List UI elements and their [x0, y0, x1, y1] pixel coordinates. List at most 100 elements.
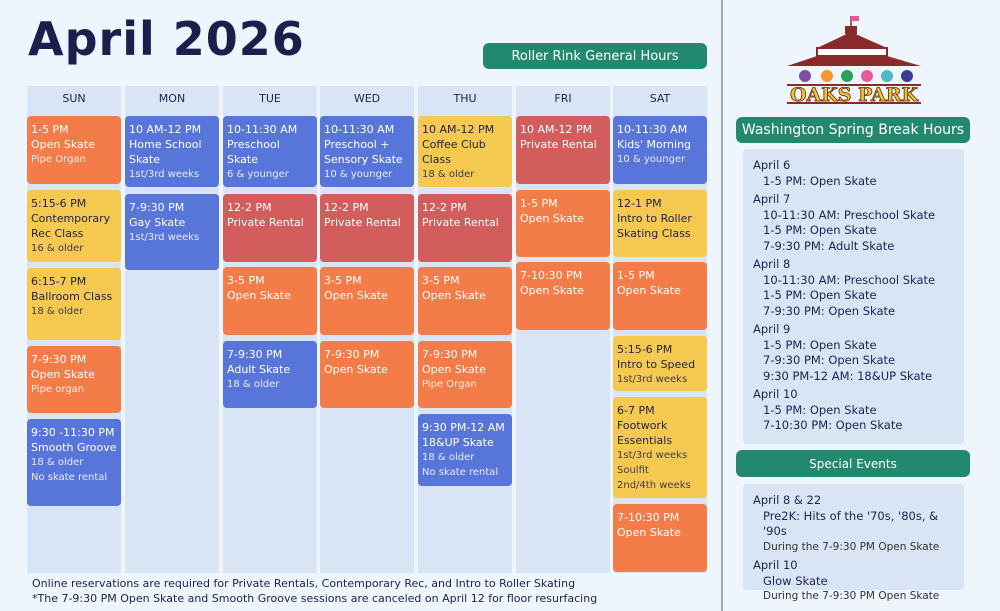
oaks-park-logo: OAKS PARK	[787, 16, 921, 104]
spring-break-session: 1-5 PM: Open Skate	[763, 402, 877, 417]
special-event-date: April 8 & 22	[753, 493, 822, 507]
day-header: WED	[353, 91, 381, 105]
event-time: 1-5 PM	[617, 269, 655, 282]
event-title: Open Skate	[324, 289, 388, 302]
day-header: THU	[453, 91, 477, 105]
special-events-header: Special Events	[736, 450, 970, 477]
event-block[interactable]: 3-5 PM Open Skate	[320, 267, 414, 335]
spring-break-date: April 6	[753, 158, 791, 172]
event-block[interactable]: 12-2 PM Private Rental	[223, 194, 317, 262]
footer-note: Online reservations are required for Pri…	[32, 577, 576, 590]
event-time: 5:15-6 PM	[31, 197, 87, 210]
roller-rink-general-hours-button[interactable]: Roller Rink General Hours	[483, 43, 707, 69]
event-title: Open Skate	[31, 138, 95, 151]
event-title: Ballroom Class	[31, 290, 113, 303]
event-time: 10-11:30 AM	[324, 123, 395, 136]
event-block[interactable]: 7-9:30 PM Open Skate Pipe organ	[27, 346, 121, 413]
event-block[interactable]: 10 AM-12 PM Coffee Club Class 18 & older	[418, 116, 512, 187]
event-block[interactable]: 6:15-7 PM Ballroom Class 18 & older	[27, 268, 121, 340]
spring-break-session: 1-5 PM: Open Skate	[763, 223, 877, 237]
event-block[interactable]: 10 AM-12 PM Private Rental	[516, 116, 610, 184]
event-note: 16 & older	[31, 243, 84, 254]
day-column-fri: FRI 10 AM-12 PM Private Rental 1-5 PM Open S…	[516, 86, 610, 573]
event-time: 3-5 PM	[324, 274, 362, 287]
day-column-sun: SUN 1-5 PM Open Skate Pipe Organ 5:15-6 PM Co…	[27, 86, 121, 573]
event-block[interactable]: 9:30 -11:30 PM Smooth Groove 18 & older No …	[27, 419, 121, 506]
event-block[interactable]: 3-5 PM Open Skate	[418, 267, 512, 335]
event-title: Gay Skate	[129, 216, 186, 229]
event-title: Coffee Club Class	[422, 138, 486, 166]
event-note: 10 & younger	[617, 154, 686, 165]
spring-break-date: April 10	[753, 387, 798, 401]
event-note: 6 & younger	[227, 169, 289, 180]
day-column-mon: MON 10 AM-12 PM Home School Skate 1st/3rd w…	[125, 86, 219, 573]
event-block[interactable]: 7-10:30 PM Open Skate	[516, 262, 610, 330]
event-title: Private Rental	[227, 216, 304, 229]
event-block[interactable]: 10-11:30 AM Kids' Morning 10 & younger	[613, 116, 707, 184]
event-time: 6-7 PM	[617, 404, 655, 417]
event-time: 3-5 PM	[422, 274, 460, 287]
event-block[interactable]: 7-9:30 PM Gay Skate 1st/3rd weeks	[125, 194, 219, 270]
event-title: 18&UP Skate	[422, 436, 494, 449]
event-time: 3-5 PM	[227, 274, 265, 287]
special-event-note: During the 7-9:30 PM Open Skate	[763, 540, 940, 553]
event-time: 9:30 -11:30 PM	[31, 426, 115, 439]
divider	[721, 0, 723, 611]
event-block[interactable]: 9:30 PM-12 AM 18&UP Skate 18 & older No ska…	[418, 414, 512, 486]
event-block[interactable]: 6-7 PM Footwork Essentials 1st/3rd weeks So…	[613, 397, 707, 498]
event-title: Open Skate	[617, 526, 681, 539]
event-block[interactable]: 3-5 PM Open Skate	[223, 267, 317, 335]
event-block[interactable]: 10 AM-12 PM Home School Skate 1st/3rd week…	[125, 116, 219, 187]
day-header: MON	[158, 91, 186, 105]
event-time: 9:30 PM-12 AM	[422, 421, 505, 434]
event-note: 10 & younger	[324, 169, 393, 180]
day-header: SUN	[62, 91, 86, 105]
event-time: 7-9:30 PM	[227, 348, 283, 361]
event-block[interactable]: 7-9:30 PM Adult Skate 18 & older	[223, 341, 317, 408]
spring-break-date: April 9	[753, 322, 791, 336]
footer-note: *The 7-9:30 PM Open Skate and Smooth Gro…	[32, 592, 598, 605]
event-title: Open Skate	[422, 289, 486, 302]
event-note: 1st/3rd weeks	[129, 169, 200, 180]
spring-break-session: 10-11:30 AM: Preschool Skate	[763, 272, 936, 287]
special-event-date: April 10	[753, 558, 798, 572]
day-header: TUE	[259, 91, 281, 105]
event-time: 7-10:30 PM	[617, 511, 680, 524]
event-block[interactable]: 10-11:30 AM Preschool Skate 6 & younger	[223, 116, 317, 187]
event-block[interactable]: 7-9:30 PM Open Skate	[320, 341, 414, 408]
event-block[interactable]: 12-2 PM Private Rental	[418, 194, 512, 262]
event-block[interactable]: 10-11:30 AM Preschool + Sensory Skate 10 &…	[320, 116, 414, 187]
day-header: SAT	[649, 91, 671, 105]
event-block[interactable]: 7-9:30 PM Open Skate Pipe Organ	[418, 341, 512, 408]
event-title: Home School Skate	[129, 138, 202, 166]
event-block[interactable]: 1-5 PM Open Skate Pipe Organ	[27, 116, 121, 184]
event-block[interactable]: 5:15-6 PM Intro to Speed 1st/3rd weeks	[613, 336, 707, 391]
spring-break-session: 1-5 PM: Open Skate	[763, 337, 877, 352]
event-time: 12-1 PM	[617, 197, 662, 210]
event-title: Adult Skate	[227, 363, 291, 376]
event-block[interactable]: 1-5 PM Open Skate	[516, 190, 610, 257]
event-title: Private Rental	[324, 216, 401, 229]
event-title: Open Skate	[422, 363, 486, 376]
spring-break-header: Washington Spring Break Hours	[736, 117, 970, 143]
event-time: 5:15-6 PM	[617, 343, 673, 356]
event-block[interactable]: 5:15-6 PM Contemporary Rec Class 16 & olde…	[27, 190, 121, 262]
event-block[interactable]: 7-10:30 PM Open Skate	[613, 504, 707, 572]
spring-break-session: 7-10:30 PM: Open Skate	[763, 418, 903, 432]
event-note: Pipe Organ	[422, 379, 477, 390]
event-time: 6:15-7 PM	[31, 275, 87, 288]
event-title: Intro to Roller Skating Class	[617, 212, 692, 240]
event-title: Intro to Speed	[617, 358, 696, 371]
event-time: 7-9:30 PM	[324, 348, 380, 361]
event-time: 10-11:30 AM	[227, 123, 298, 136]
event-note: 18 & older	[422, 169, 475, 180]
event-time: 12-2 PM	[422, 201, 467, 214]
day-column-wed: WED 10-11:30 AM Preschool + Sensory Skate 1…	[320, 86, 414, 573]
event-block[interactable]: 12-2 PM Private Rental	[320, 194, 414, 262]
spring-break-session: 7-9:30 PM: Open Skate	[763, 353, 896, 367]
event-note: Pipe Organ	[31, 154, 86, 165]
event-time: 7-9:30 PM	[129, 201, 185, 214]
event-block[interactable]: 12-1 PM Intro to Roller Skating Class	[613, 190, 707, 257]
event-block[interactable]: 1-5 PM Open Skate	[613, 262, 707, 330]
special-events-list: April 8 & 22 Pre2K: Hits of the '70s, '80…	[743, 484, 964, 602]
